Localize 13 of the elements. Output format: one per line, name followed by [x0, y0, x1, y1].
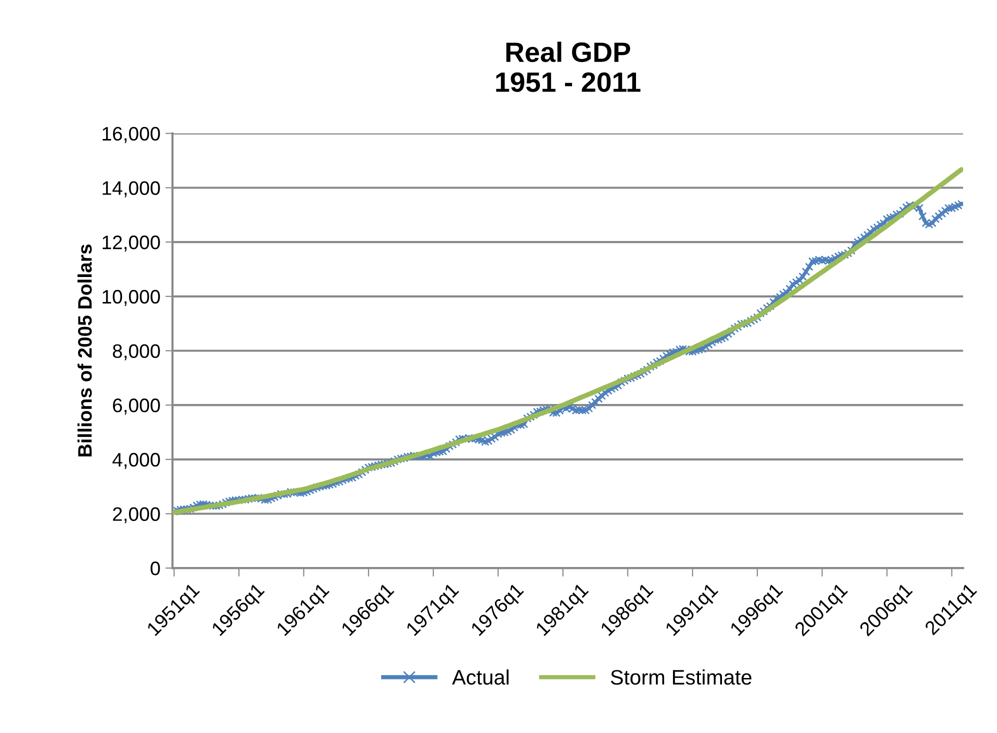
chart-title: Real GDP 1951 - 2011: [496, 42, 640, 92]
y-tick-label: 0: [150, 562, 160, 576]
y-tick-label: 12,000: [102, 236, 160, 252]
y-tick-label: 8,000: [112, 344, 160, 360]
y-axis-title: Billions of 2005 Dollars: [78, 244, 92, 456]
legend-label: Storm Estimate: [610, 669, 752, 685]
y-tick-label: 14,000: [102, 181, 160, 198]
y-tick-label: 4,000: [112, 452, 160, 469]
y-tick-label: 6,000: [113, 398, 160, 415]
y-tick-label: 2,000: [113, 507, 160, 524]
y-tick-label: 10,000: [102, 290, 160, 306]
legend-label: Actual: [452, 669, 509, 685]
y-tick-label: 16,000: [102, 126, 160, 143]
